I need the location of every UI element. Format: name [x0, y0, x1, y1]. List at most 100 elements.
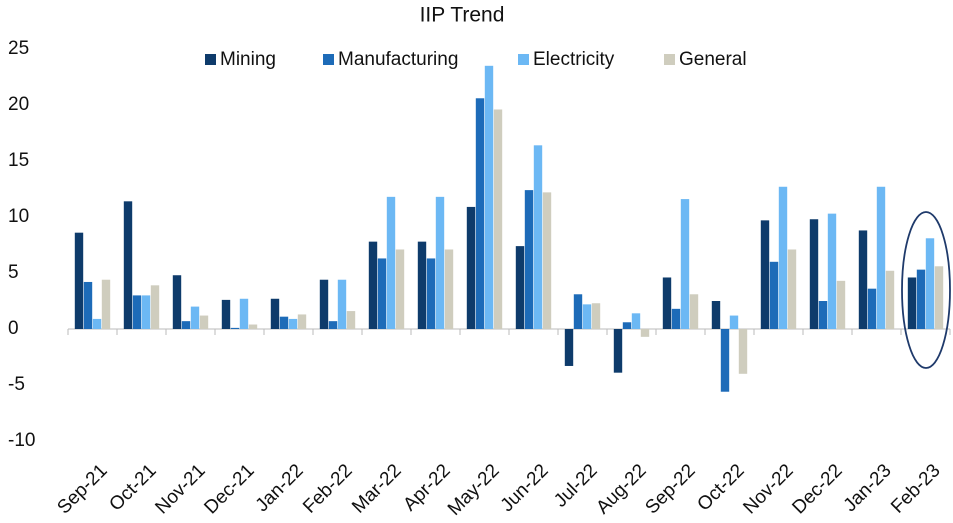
bar — [279, 316, 289, 329]
bar — [564, 329, 574, 366]
bar — [83, 281, 93, 329]
bar — [346, 311, 356, 329]
bar — [573, 294, 583, 329]
bar — [818, 301, 828, 329]
legend-swatch — [518, 54, 529, 65]
bar — [858, 230, 868, 329]
highlight-ellipse — [901, 211, 951, 369]
legend-swatch — [323, 54, 334, 65]
x-tick-label: Oct-21 — [105, 460, 160, 515]
x-tick-label: Dec-21 — [200, 460, 258, 518]
bar — [377, 258, 387, 329]
bar — [631, 313, 641, 329]
bar — [181, 321, 191, 329]
bar — [132, 295, 142, 329]
bar — [613, 329, 623, 373]
bar — [738, 329, 748, 374]
bar — [270, 298, 280, 329]
bar — [368, 241, 378, 329]
bar — [172, 275, 182, 329]
x-tick-label: Nov-22 — [739, 460, 797, 518]
bar — [916, 269, 926, 329]
x-tick-label: Nov-21 — [151, 460, 209, 518]
bar — [925, 238, 935, 329]
legend-swatch — [664, 54, 675, 65]
bar — [230, 327, 240, 329]
x-tick-label: Sep-22 — [641, 460, 699, 518]
bar — [867, 288, 877, 329]
y-tick-label: 0 — [8, 318, 19, 339]
bar — [711, 301, 721, 329]
bar — [475, 98, 485, 329]
y-tick-label: -5 — [8, 374, 25, 395]
y-tick-label: 5 — [8, 262, 19, 283]
bar — [239, 298, 249, 329]
bar — [680, 199, 690, 329]
x-tick-label: Oct-22 — [693, 460, 748, 515]
bar — [337, 279, 347, 329]
bar — [386, 196, 396, 329]
bar — [435, 196, 445, 329]
bar — [515, 246, 525, 329]
bar — [444, 249, 454, 329]
bar — [769, 261, 779, 329]
x-tick-label: Jun-22 — [497, 460, 553, 516]
bar — [288, 318, 298, 329]
bar — [778, 186, 788, 329]
bar — [662, 277, 672, 329]
bar — [493, 109, 503, 329]
legend-label: Manufacturing — [338, 49, 458, 70]
bar — [524, 190, 534, 329]
x-tick-label: Feb-23 — [887, 460, 944, 517]
x-tick-label: Sep-21 — [53, 460, 111, 518]
legend-label: General — [679, 49, 747, 70]
bar — [426, 258, 436, 329]
bar — [787, 249, 797, 329]
bar — [729, 315, 739, 329]
bar — [689, 294, 699, 329]
bar — [199, 315, 209, 329]
bar — [484, 65, 494, 330]
x-tick-label: Aug-22 — [592, 460, 650, 518]
bar — [640, 329, 650, 337]
legend-swatch — [205, 54, 216, 65]
legend-label: Mining — [220, 49, 276, 70]
bar — [934, 266, 944, 329]
bar — [328, 321, 338, 329]
y-tick-label: 25 — [8, 38, 29, 59]
bar — [92, 318, 102, 329]
bar — [542, 192, 552, 329]
y-tick-label: -10 — [8, 430, 35, 451]
x-tick-label: Dec-22 — [788, 460, 846, 518]
bar — [591, 303, 601, 329]
bar — [248, 324, 258, 329]
bar — [533, 145, 543, 329]
y-tick-label: 15 — [8, 150, 29, 171]
bar — [101, 279, 111, 329]
x-tick-label: Feb-22 — [299, 460, 356, 517]
bar — [123, 201, 133, 329]
bar — [319, 279, 329, 329]
bar — [417, 241, 427, 329]
bar — [221, 299, 231, 329]
bar — [190, 306, 200, 329]
bar — [836, 280, 846, 329]
bar — [582, 304, 592, 329]
bar — [827, 213, 837, 329]
legend-label: Electricity — [533, 49, 615, 70]
chart-title: IIP Trend — [420, 4, 505, 27]
x-tick-label: May-22 — [444, 460, 504, 520]
bar — [141, 295, 151, 329]
x-tick-label: Mar-22 — [348, 460, 405, 517]
bar — [671, 308, 681, 329]
bar — [297, 314, 307, 329]
bar — [150, 285, 160, 329]
bar — [466, 206, 476, 329]
bar — [809, 219, 819, 329]
bar — [907, 277, 917, 329]
bar — [622, 322, 632, 329]
bar — [885, 270, 895, 329]
bar — [876, 186, 886, 329]
bar — [760, 220, 770, 329]
